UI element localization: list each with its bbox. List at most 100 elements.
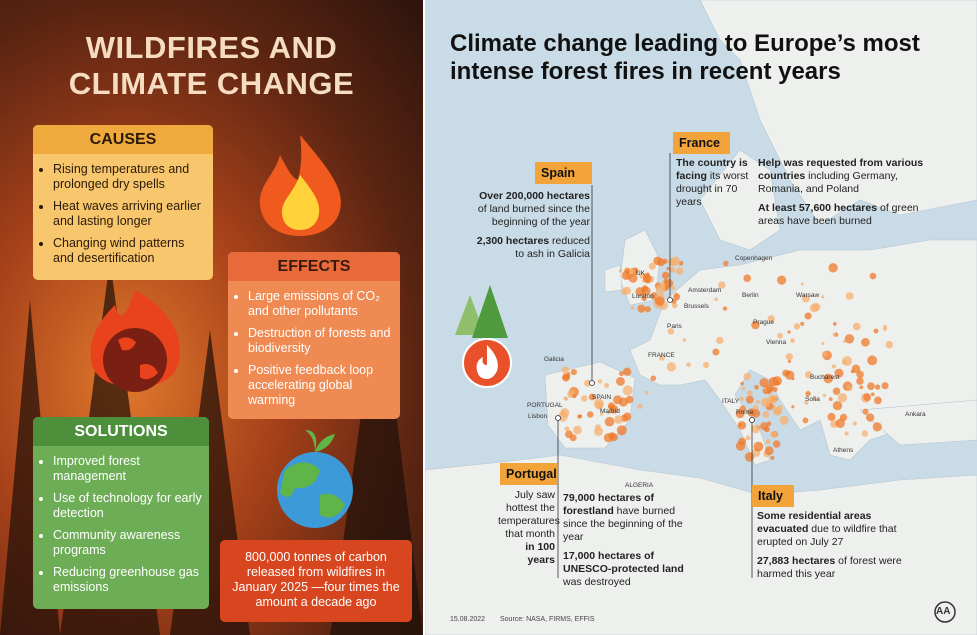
callout-label: Spain <box>535 162 592 184</box>
fire-dot <box>805 371 813 379</box>
text: July saw hottest the temperatures that m… <box>498 489 560 540</box>
fire-dot <box>785 353 794 361</box>
fire-dot <box>777 275 787 285</box>
fire-dot <box>772 440 781 448</box>
fire-dot <box>630 305 635 310</box>
fire-dot <box>644 306 651 313</box>
fire-dot <box>843 339 847 343</box>
fire-dot <box>776 381 781 386</box>
fire-dot <box>593 398 604 409</box>
fire-dot <box>856 370 864 379</box>
fire-dot <box>745 435 751 441</box>
fire-dot <box>743 274 752 283</box>
fire-dot <box>834 368 844 378</box>
fire-dot <box>616 376 625 386</box>
fire-dot <box>861 430 869 437</box>
fire-dot <box>656 258 665 267</box>
fire-dot <box>572 394 577 399</box>
fire-dot <box>821 341 825 345</box>
paragraph: The country is facing its worst drought … <box>676 157 754 209</box>
text: of land burned since the beginning of th… <box>477 203 590 228</box>
city-label: Athens <box>833 447 854 454</box>
fire-dot <box>620 288 628 295</box>
fire-dot <box>614 415 623 424</box>
fire-dot <box>673 293 681 301</box>
text: have burned since the beginning of the y… <box>563 505 683 543</box>
flame-icon <box>259 135 341 236</box>
fire-dot <box>584 379 592 387</box>
text: reduced to ash in Galicia <box>515 235 590 260</box>
list-item: Destruction of forests and biodiversity <box>248 326 394 356</box>
fire-dot <box>562 373 569 380</box>
fire-dot <box>764 446 774 456</box>
fire-dot <box>802 417 809 424</box>
fire-dot <box>716 336 724 345</box>
solutions-list: Improved forest management Use of technol… <box>33 454 203 595</box>
fire-dot <box>842 356 852 366</box>
fire-dot <box>823 373 834 384</box>
fire-dot <box>751 409 761 418</box>
paragraph: Over 200,000 hectares of land burned sin… <box>470 190 590 229</box>
text: due to wildfire that erupted on July 27 <box>757 523 897 548</box>
fire-dot <box>581 395 588 402</box>
callout-text: 79,000 hectares of forestland have burne… <box>563 492 688 595</box>
fire-dot <box>793 323 801 330</box>
fire-dot <box>623 412 632 421</box>
paragraph: 27,883 hectares of forest were harmed th… <box>757 555 915 581</box>
city-label: ALGERIA <box>625 482 654 489</box>
fire-dot <box>869 272 877 280</box>
fire-dot <box>641 295 647 302</box>
bold-text: Some residential areas evacuated <box>757 510 872 535</box>
text: of forest were harmed this year <box>757 555 902 580</box>
list-item: Heat waves arriving earlier and lasting … <box>53 199 207 229</box>
fire-dot <box>822 393 827 398</box>
bold-text: Over 200,000 hectares <box>479 190 590 202</box>
city-label: Madrid <box>600 408 620 415</box>
fire-dot <box>739 423 743 427</box>
fire-dot <box>765 384 774 392</box>
fire-dot <box>800 321 805 326</box>
fire-dot <box>859 385 864 390</box>
list-item: Changing wind patterns and desertificati… <box>53 236 207 266</box>
fire-dot <box>745 395 754 404</box>
fire-dot <box>790 338 795 343</box>
fire-dot <box>661 271 670 280</box>
fire-dot <box>735 441 746 451</box>
bold-text: in 100 years <box>525 541 555 566</box>
fire-dot <box>861 337 870 347</box>
fire-dot <box>772 386 778 392</box>
fire-dot <box>625 395 634 404</box>
fire-dot <box>637 304 646 313</box>
bold-text: Help was requested from various countrie… <box>758 157 924 182</box>
fire-dot <box>874 396 882 405</box>
fire-dot <box>702 361 710 369</box>
fire-dot <box>804 312 812 320</box>
left-title: WILDFIRES AND CLIMATE CHANGE <box>68 30 355 101</box>
fire-dot <box>777 332 784 339</box>
fire-dot <box>642 273 652 283</box>
list-item: Large emissions of CO₂ and other polluta… <box>248 289 394 319</box>
fire-dot <box>618 371 624 377</box>
fire-dot <box>597 379 603 384</box>
fire-dot <box>648 262 656 270</box>
fire-dot <box>676 267 684 275</box>
right-panel <box>425 0 977 635</box>
fire-dot <box>609 405 619 414</box>
fire-dot <box>809 303 819 313</box>
solutions-heading: SOLUTIONS <box>33 417 209 446</box>
fire-dot <box>867 355 878 366</box>
fire-dot <box>686 362 691 368</box>
fire-dot <box>867 382 875 390</box>
fire-dot <box>723 260 729 267</box>
fire-dot <box>735 409 745 419</box>
fire-dot <box>765 439 771 445</box>
fire-dot <box>872 422 882 432</box>
city-label: Sofia <box>805 396 820 403</box>
fire-dot <box>722 306 728 311</box>
text: its worst drought in 70 years <box>676 170 749 208</box>
list-item: Use of technology for early detection <box>53 491 203 521</box>
paragraph: Some residential areas evacuated due to … <box>757 510 915 549</box>
fire-dot <box>804 400 809 405</box>
city-label: PORTUGAL <box>527 402 563 409</box>
fire-dot <box>832 322 837 326</box>
